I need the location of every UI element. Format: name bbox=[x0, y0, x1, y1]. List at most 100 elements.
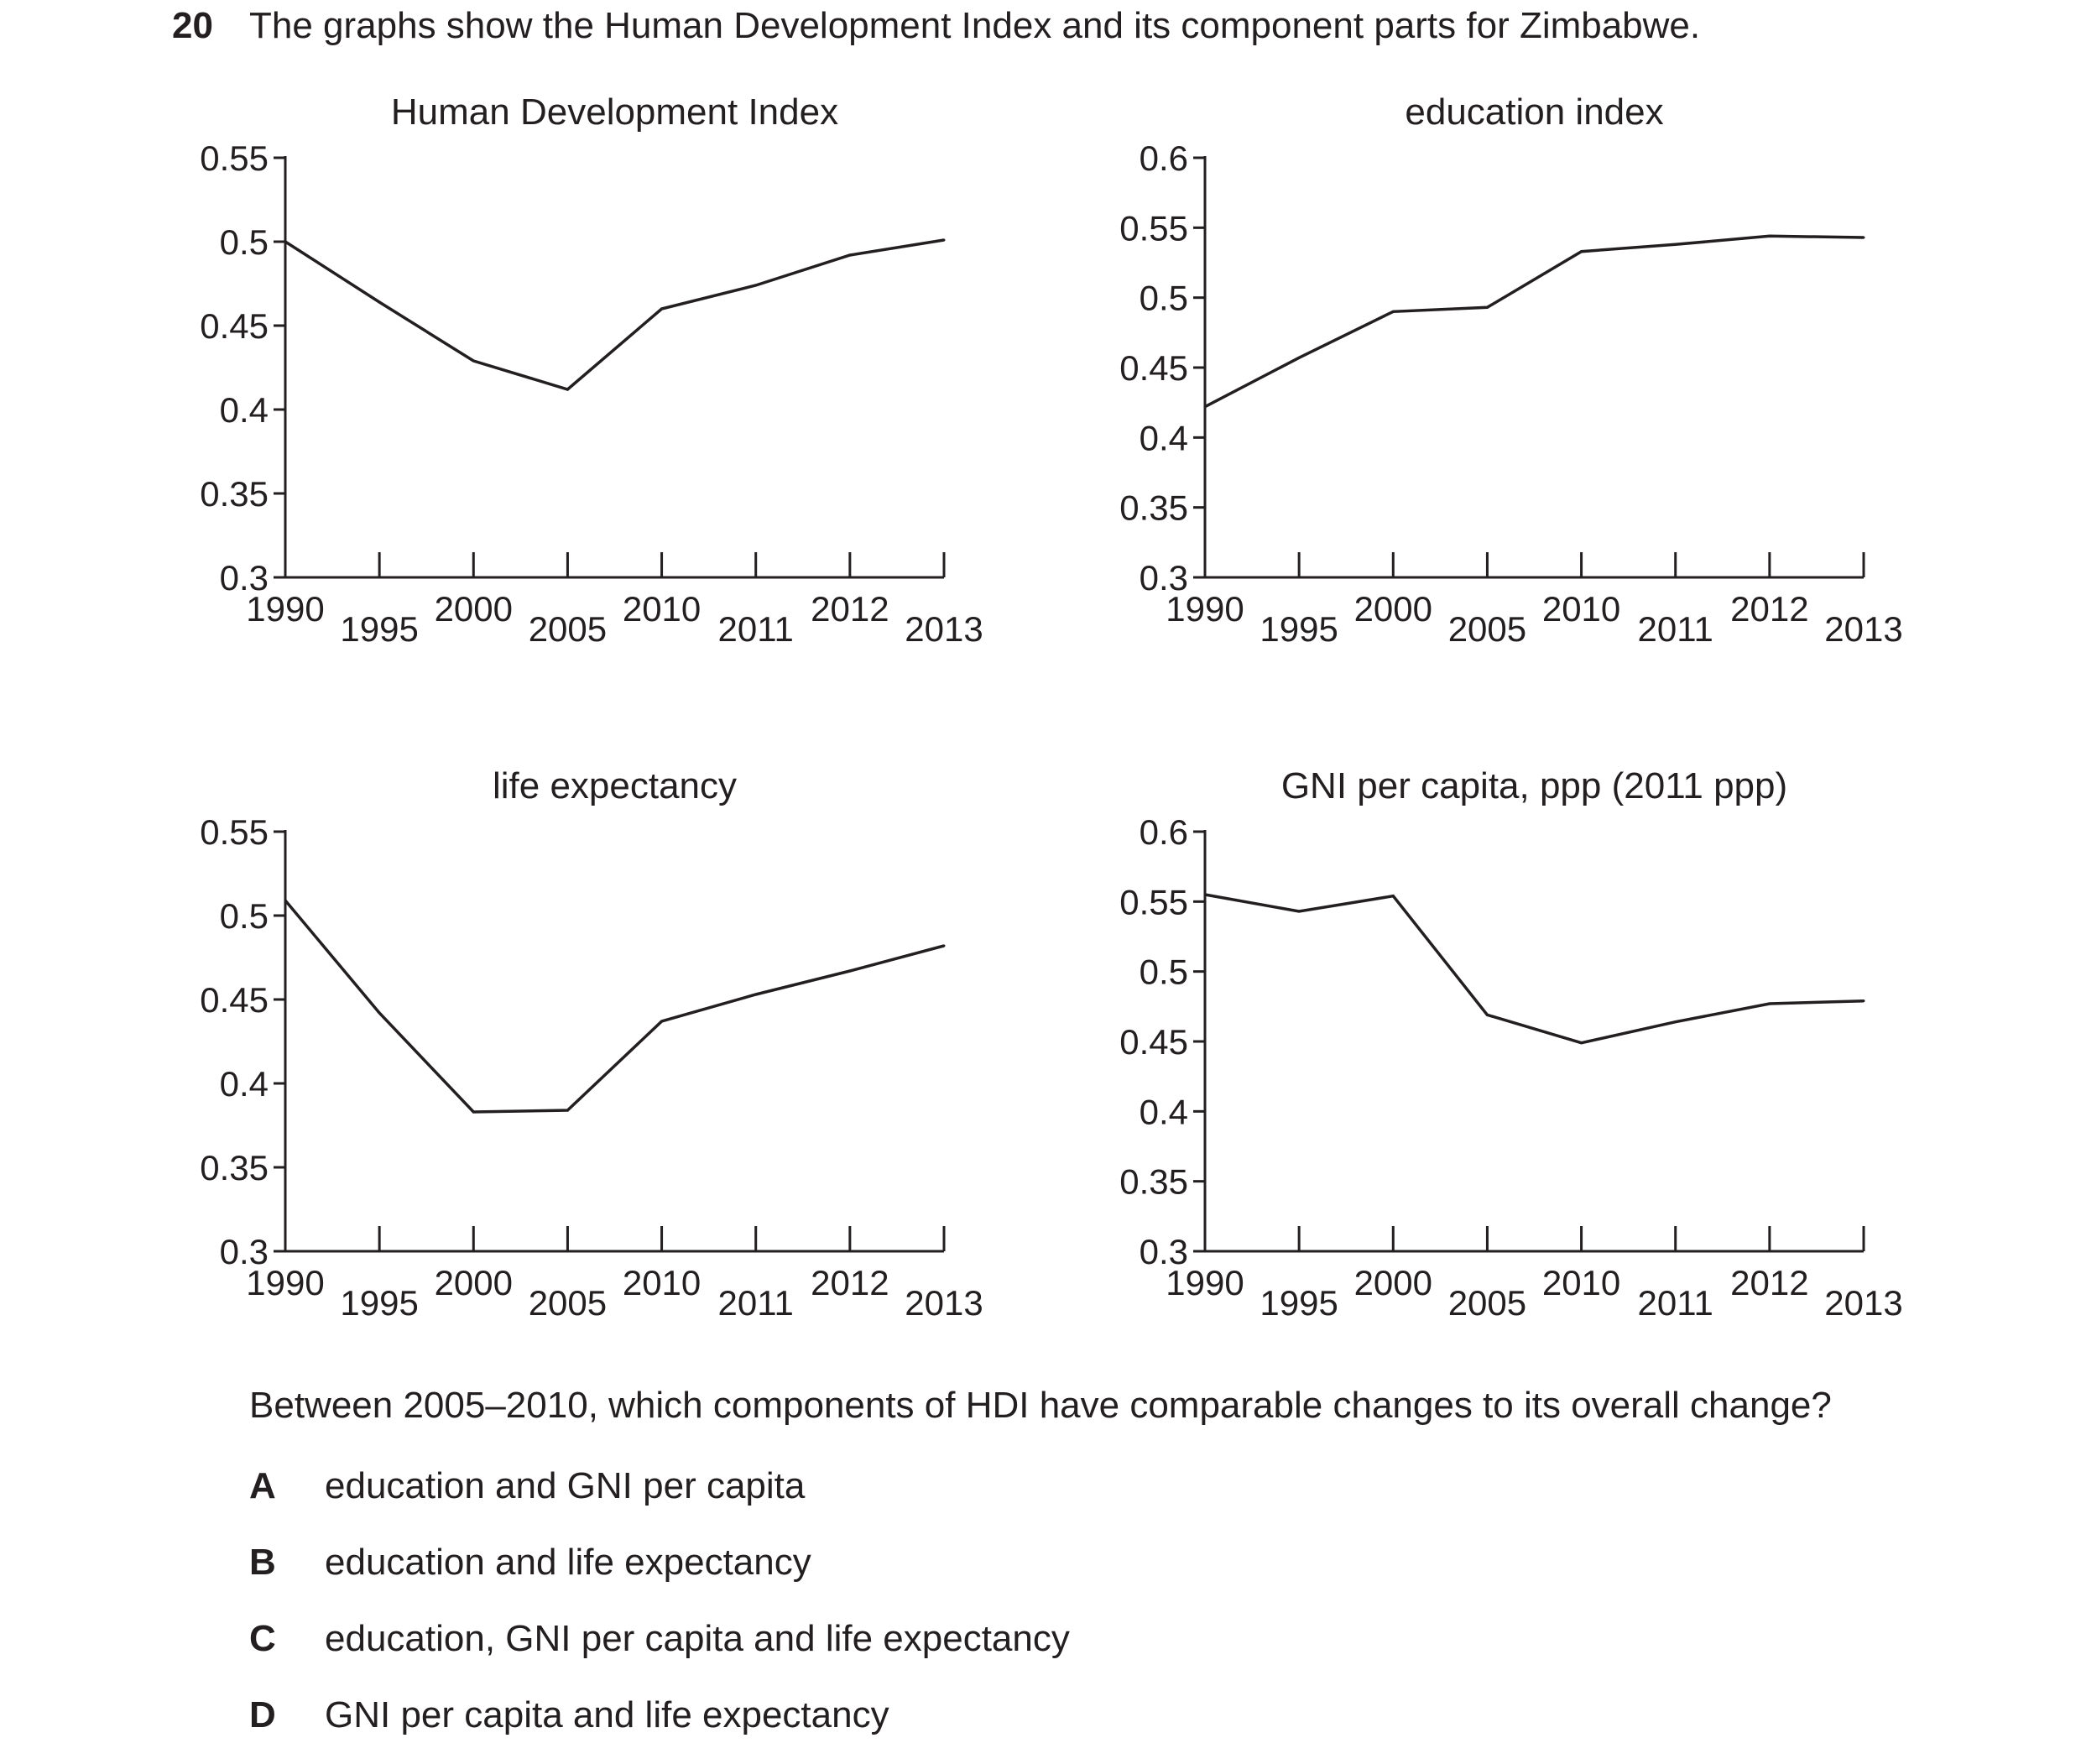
chart-title: education index bbox=[1405, 91, 1663, 133]
y-tick-label: 0.4 bbox=[1140, 418, 1188, 457]
x-tick-label: 2000 bbox=[435, 1263, 513, 1302]
data-point bbox=[1580, 1041, 1583, 1045]
x-tick-label: 2012 bbox=[811, 589, 889, 629]
x-tick-label: 2010 bbox=[623, 589, 701, 629]
data-point bbox=[754, 284, 758, 287]
data-point bbox=[1862, 999, 1865, 1003]
y-tick-label: 0.55 bbox=[200, 812, 269, 852]
data-point bbox=[942, 944, 946, 947]
y-tick-label: 0.55 bbox=[200, 138, 269, 178]
x-tick-label: 2013 bbox=[1824, 609, 1902, 649]
data-point bbox=[284, 240, 287, 243]
y-tick-label: 0.45 bbox=[1119, 1022, 1188, 1062]
data-point bbox=[566, 388, 569, 391]
data-point bbox=[848, 253, 852, 257]
x-tick-label: 2011 bbox=[718, 1283, 794, 1323]
option-text: education, GNI per capita and life expec… bbox=[325, 1618, 1070, 1659]
x-tick-label: 1995 bbox=[1260, 609, 1338, 649]
option-letter: B bbox=[249, 1542, 276, 1583]
data-point bbox=[284, 899, 287, 902]
data-point bbox=[378, 1011, 381, 1015]
chart-title: GNI per capita, ppp (2011 ppp) bbox=[1281, 765, 1787, 806]
x-tick-label: 1995 bbox=[340, 1283, 418, 1323]
x-tick-label: 2005 bbox=[529, 1283, 607, 1323]
y-tick-label: 0.45 bbox=[200, 306, 269, 346]
question-intro: The graphs show the Human Development In… bbox=[249, 5, 1701, 46]
y-tick-label: 0.3 bbox=[1140, 1232, 1188, 1271]
x-tick-label: 2010 bbox=[623, 1263, 701, 1302]
x-tick-label: 2000 bbox=[435, 589, 513, 629]
y-tick-label: 0.45 bbox=[1119, 348, 1188, 388]
y-tick-label: 0.5 bbox=[220, 222, 269, 262]
y-tick-label: 0.35 bbox=[1119, 488, 1188, 528]
data-point bbox=[1485, 305, 1489, 309]
data-point bbox=[472, 1110, 475, 1114]
data-point bbox=[566, 1109, 569, 1112]
x-tick-label: 2011 bbox=[1638, 1283, 1713, 1323]
x-tick-label: 2013 bbox=[1824, 1283, 1902, 1323]
x-tick-label: 2013 bbox=[905, 609, 983, 649]
option-letter: C bbox=[249, 1618, 276, 1659]
data-point bbox=[848, 969, 852, 973]
x-tick-label: 2010 bbox=[1542, 589, 1620, 629]
x-tick-label: 1995 bbox=[1260, 1283, 1338, 1323]
x-tick-label: 1990 bbox=[1166, 1263, 1244, 1302]
x-tick-label: 2005 bbox=[1448, 609, 1526, 649]
y-tick-label: 0.3 bbox=[220, 1232, 269, 1271]
data-point bbox=[1674, 243, 1677, 246]
data-point bbox=[1297, 910, 1301, 913]
data-point bbox=[1485, 1013, 1489, 1016]
y-tick-label: 0.6 bbox=[1140, 812, 1188, 852]
y-tick-label: 0.3 bbox=[220, 558, 269, 598]
data-point bbox=[1862, 236, 1865, 239]
x-tick-label: 2013 bbox=[905, 1283, 983, 1323]
data-point bbox=[1297, 356, 1301, 359]
data-point bbox=[472, 359, 475, 363]
data-point bbox=[1203, 405, 1207, 409]
option-letter: A bbox=[249, 1465, 276, 1506]
series-line bbox=[1204, 893, 1865, 1045]
y-tick-label: 0.5 bbox=[1140, 279, 1188, 318]
y-tick-label: 0.55 bbox=[1119, 208, 1188, 248]
data-point bbox=[754, 993, 758, 996]
x-tick-label: 2011 bbox=[1638, 609, 1713, 649]
data-point bbox=[1768, 234, 1771, 237]
data-point bbox=[1674, 1020, 1677, 1024]
chart-human-development-index: Human Development Index 0.3 0.35 0.4 0.45 0.5… bbox=[200, 91, 983, 649]
y-tick-label: 0.4 bbox=[1140, 1092, 1188, 1131]
option-text: education and GNI per capita bbox=[325, 1465, 806, 1506]
x-tick-label: 2011 bbox=[718, 609, 794, 649]
x-tick-label: 1995 bbox=[340, 609, 418, 649]
y-tick-label: 0.4 bbox=[220, 390, 269, 430]
data-point bbox=[1391, 310, 1395, 313]
chart-education-index: education index 0.3 0.35 0.4 0.45 0.5 0.55 0.6 1… bbox=[1119, 91, 1902, 649]
question-number: 20 bbox=[172, 5, 213, 46]
option-text: GNI per capita and life expectancy bbox=[325, 1694, 889, 1735]
data-point bbox=[660, 1020, 664, 1023]
y-tick-label: 0.45 bbox=[200, 980, 269, 1020]
y-tick-label: 0.6 bbox=[1140, 138, 1188, 178]
x-tick-label: 2012 bbox=[1730, 589, 1808, 629]
y-tick-label: 0.3 bbox=[1140, 558, 1188, 598]
data-point bbox=[660, 307, 664, 311]
x-tick-label: 1990 bbox=[246, 1263, 324, 1302]
x-tick-label: 1990 bbox=[1166, 589, 1244, 629]
question-text: Between 2005–2010, which components of H… bbox=[249, 1385, 1832, 1426]
chart-title: life expectancy bbox=[493, 765, 737, 806]
question-intro-line: 20 The graphs show the Human Development … bbox=[172, 5, 1700, 47]
series-line bbox=[1204, 234, 1865, 409]
y-tick-label: 0.35 bbox=[1119, 1162, 1188, 1202]
data-point bbox=[1768, 1002, 1771, 1005]
x-tick-label: 2000 bbox=[1354, 1263, 1432, 1302]
y-tick-label: 0.35 bbox=[200, 1148, 269, 1187]
data-point bbox=[1391, 895, 1395, 898]
y-tick-label: 0.35 bbox=[200, 474, 269, 514]
chart-title: Human Development Index bbox=[391, 91, 838, 133]
x-tick-label: 2005 bbox=[529, 609, 607, 649]
x-tick-label: 2012 bbox=[811, 1263, 889, 1302]
chart-life-expectancy: life expectancy 0.3 0.35 0.4 0.45 0.5 0.55 1990… bbox=[200, 765, 983, 1323]
chart-gni-per-capita: GNI per capita, ppp (2011 ppp) 0.3 0.35 0.4… bbox=[1119, 765, 1902, 1323]
